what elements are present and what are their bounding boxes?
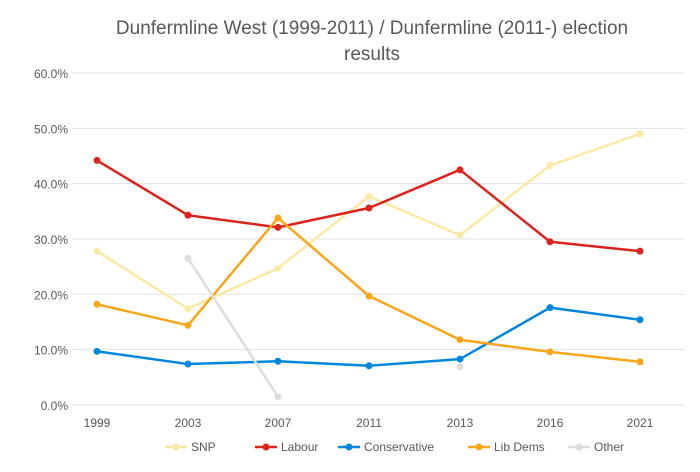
data-point bbox=[93, 300, 101, 308]
data-point bbox=[456, 363, 464, 371]
series-line bbox=[186, 257, 280, 398]
data-point bbox=[365, 292, 373, 300]
y-tick-label: 50.0% bbox=[34, 122, 68, 136]
y-tick-label: 60.0% bbox=[34, 67, 68, 81]
x-tick-label: 2007 bbox=[265, 416, 292, 430]
data-point bbox=[274, 393, 282, 401]
data-point bbox=[456, 355, 464, 363]
legend-label: SNP bbox=[191, 440, 216, 454]
y-tick-label: 10.0% bbox=[34, 344, 68, 358]
data-point bbox=[93, 247, 101, 255]
series-snp bbox=[93, 130, 644, 313]
data-point bbox=[184, 254, 192, 262]
x-tick-label: 2003 bbox=[175, 416, 202, 430]
data-point bbox=[184, 305, 192, 313]
data-point bbox=[274, 214, 282, 222]
legend-marker bbox=[262, 443, 270, 451]
legend-label: Lib Dems bbox=[494, 440, 545, 454]
data-point bbox=[456, 166, 464, 174]
data-point bbox=[365, 192, 373, 200]
series-line bbox=[96, 132, 641, 310]
chart-title-line1: Dunfermline West (1999-2011) / Dunfermli… bbox=[116, 18, 628, 39]
chart-title-line2: results bbox=[344, 44, 400, 65]
x-tick-label: 2016 bbox=[537, 416, 564, 430]
y-tick-label: 0.0% bbox=[41, 399, 69, 413]
data-point bbox=[546, 304, 554, 312]
series-line bbox=[96, 216, 641, 364]
data-point bbox=[636, 130, 644, 138]
x-tick-label: 2013 bbox=[447, 416, 474, 430]
legend-label: Other bbox=[594, 440, 624, 454]
data-point bbox=[274, 223, 282, 231]
y-tick-label: 40.0% bbox=[34, 178, 68, 192]
data-point bbox=[636, 358, 644, 366]
legend-item: Labour bbox=[255, 440, 318, 454]
legend-marker bbox=[172, 443, 180, 451]
series-line bbox=[96, 306, 641, 367]
series-lib-dems bbox=[93, 214, 644, 366]
data-point bbox=[636, 247, 644, 255]
data-point bbox=[365, 204, 373, 212]
legend-label: Conservative bbox=[364, 440, 434, 454]
data-point bbox=[184, 321, 192, 329]
legend-marker bbox=[475, 443, 483, 451]
data-point bbox=[184, 360, 192, 368]
data-point bbox=[274, 357, 282, 365]
data-point bbox=[546, 348, 554, 356]
series-conservative bbox=[93, 304, 644, 370]
x-tick-label: 1999 bbox=[84, 416, 111, 430]
x-tick-label: 2021 bbox=[627, 416, 654, 430]
data-point bbox=[365, 362, 373, 370]
data-point bbox=[93, 156, 101, 164]
y-tick-label: 30.0% bbox=[34, 233, 68, 247]
legend-item: Lib Dems bbox=[468, 440, 545, 454]
legend-item: Other bbox=[568, 440, 624, 454]
legend-label: Labour bbox=[281, 440, 318, 454]
x-tick-label: 2011 bbox=[356, 416, 382, 430]
data-point bbox=[184, 211, 192, 219]
legend-item: Conservative bbox=[338, 440, 434, 454]
data-point bbox=[456, 336, 464, 344]
data-point bbox=[456, 231, 464, 239]
series-labour bbox=[93, 156, 644, 255]
data-point bbox=[546, 238, 554, 246]
series-other bbox=[184, 254, 464, 401]
data-point bbox=[636, 316, 644, 324]
legend-marker bbox=[345, 443, 353, 451]
data-point bbox=[546, 161, 554, 169]
legend-marker bbox=[575, 443, 583, 451]
y-tick-label: 20.0% bbox=[34, 288, 68, 302]
data-point bbox=[274, 264, 282, 272]
legend-item: SNP bbox=[165, 440, 216, 454]
data-point bbox=[93, 347, 101, 355]
